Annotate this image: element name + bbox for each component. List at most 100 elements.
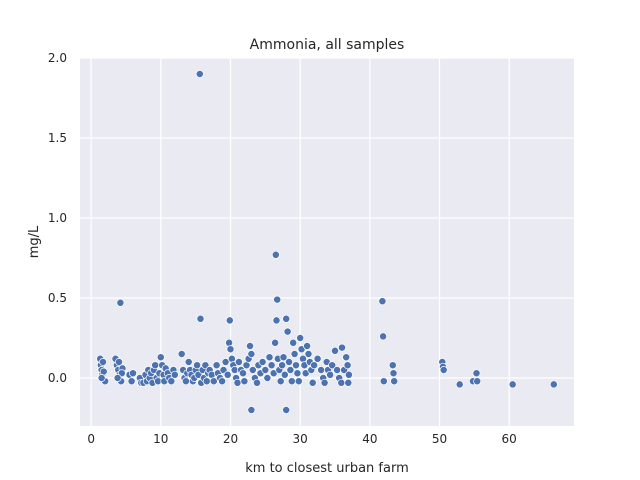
data-point — [267, 361, 276, 370]
data-point — [246, 342, 254, 350]
data-point — [508, 380, 517, 389]
data-point — [290, 350, 299, 358]
data-point — [129, 369, 137, 378]
data-point — [170, 370, 179, 379]
data-point — [303, 342, 312, 350]
data-point — [313, 354, 322, 363]
x-tick-label: 30 — [293, 432, 308, 446]
data-point — [223, 370, 232, 379]
x-tick-label: 40 — [362, 432, 377, 446]
data-point — [227, 354, 236, 363]
data-point — [127, 377, 136, 386]
data-point — [549, 380, 558, 389]
data-point — [328, 361, 337, 370]
data-point — [99, 358, 107, 366]
data-point — [151, 361, 160, 370]
data-point — [338, 343, 346, 352]
data-point — [167, 377, 176, 386]
data-point — [455, 380, 464, 389]
x-tick-label: 60 — [502, 432, 517, 446]
data-points — [96, 70, 558, 414]
data-point — [276, 377, 285, 386]
data-point — [296, 334, 305, 342]
data-point — [294, 377, 303, 386]
y-tick-label: 0.0 — [48, 371, 67, 385]
data-point — [248, 366, 257, 374]
data-point — [379, 377, 388, 386]
data-point — [202, 377, 211, 386]
data-point — [209, 377, 218, 386]
data-point — [379, 332, 388, 341]
data-point — [282, 406, 291, 414]
data-point — [196, 314, 205, 323]
data-point — [326, 370, 335, 379]
data-point — [285, 358, 293, 366]
data-point — [304, 350, 313, 358]
data-point — [333, 366, 342, 374]
data-point — [212, 361, 221, 370]
data-point — [265, 353, 274, 362]
data-point — [472, 369, 481, 378]
x-tick-label: 50 — [432, 432, 447, 446]
data-point — [253, 378, 261, 387]
data-point — [177, 350, 186, 358]
data-point — [225, 316, 234, 325]
data-point — [218, 377, 227, 386]
data-point — [390, 377, 399, 386]
data-point — [280, 370, 289, 379]
data-point — [282, 314, 291, 323]
chart-title: Ammonia, all samples — [250, 37, 405, 53]
data-point — [263, 374, 272, 382]
data-point — [310, 361, 319, 370]
y-tick-label: 1.0 — [48, 211, 67, 225]
x-tick-label: 0 — [87, 432, 95, 446]
data-point — [283, 327, 292, 336]
data-point — [240, 377, 249, 386]
data-point — [226, 345, 235, 354]
data-point — [343, 361, 352, 370]
data-point — [378, 297, 387, 306]
data-point — [279, 353, 288, 362]
data-point — [389, 369, 398, 378]
data-point — [156, 353, 165, 362]
data-point — [273, 295, 282, 304]
data-point — [115, 358, 123, 366]
data-point — [287, 377, 296, 386]
x-axis-ticks: 0 10 20 30 40 50 60 — [87, 432, 517, 446]
data-point — [344, 378, 353, 387]
x-tick-label: 10 — [153, 432, 168, 446]
data-point — [272, 316, 281, 325]
data-point — [278, 361, 287, 370]
data-point — [388, 361, 397, 370]
data-point — [195, 70, 204, 78]
data-point — [344, 370, 353, 379]
data-point — [292, 361, 300, 370]
data-point — [342, 353, 351, 362]
y-tick-label: 0.5 — [48, 291, 67, 305]
data-point — [247, 406, 256, 414]
data-point — [331, 346, 339, 355]
y-axis-ticks: 0.0 0.5 1.0 1.5 2.0 — [48, 51, 67, 385]
data-point — [271, 338, 280, 347]
data-point — [320, 378, 329, 387]
data-point — [181, 377, 190, 386]
data-point — [234, 358, 243, 366]
data-point — [225, 338, 234, 347]
y-tick-label: 2.0 — [48, 51, 67, 65]
data-point — [247, 350, 256, 358]
data-point — [261, 366, 270, 374]
data-point — [116, 298, 125, 307]
data-point — [233, 378, 242, 387]
data-point — [258, 358, 267, 366]
data-point — [337, 378, 346, 387]
x-axis-title: km to closest urban farm — [245, 461, 409, 476]
data-point — [239, 369, 247, 378]
y-tick-label: 1.5 — [48, 131, 67, 145]
data-point — [289, 338, 298, 347]
data-point — [97, 374, 106, 382]
data-point — [473, 377, 482, 386]
y-axis-title: mg/L — [27, 225, 42, 258]
x-tick-label: 20 — [223, 432, 238, 446]
data-point — [439, 366, 448, 374]
